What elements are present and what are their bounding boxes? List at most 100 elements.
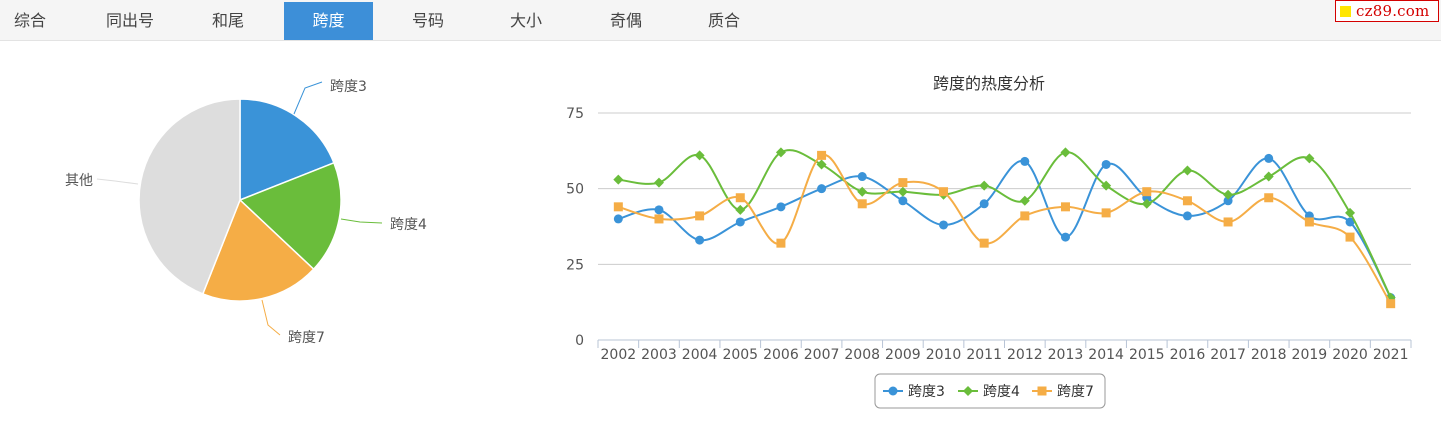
data-point[interactable] [654,214,664,224]
y-tick-label: 50 [566,182,584,198]
data-point[interactable] [653,177,664,188]
tab-sum-tail[interactable]: 和尾 [211,11,244,30]
data-point[interactable] [816,159,827,170]
x-tick-label: 2003 [641,347,677,363]
data-point[interactable] [1182,165,1193,176]
x-tick-label: 2002 [601,347,637,363]
data-point[interactable] [1101,180,1112,191]
data-point[interactable] [1182,211,1192,221]
x-tick-label: 2010 [926,347,962,363]
x-tick-label: 2017 [1210,347,1246,363]
data-point[interactable] [776,238,786,248]
series-2 [613,147,1396,303]
data-point[interactable] [898,178,908,188]
site-logo[interactable]: cz89.com [1335,0,1439,22]
data-point[interactable] [613,202,623,212]
data-point[interactable] [694,150,705,161]
data-point[interactable] [695,211,705,221]
data-point[interactable] [1060,232,1070,242]
tab-span[interactable]: 跨度 [284,2,373,40]
pie-slice[interactable] [239,98,335,202]
data-point[interactable] [735,204,746,215]
pie-label-connector [261,299,281,336]
data-point[interactable] [1020,211,1030,221]
data-point[interactable] [1345,232,1355,242]
chart-title: 跨度的热度分析 [933,74,1045,93]
data-point[interactable] [1345,207,1356,218]
data-point[interactable] [1223,217,1233,227]
series-line [618,154,1392,305]
data-point[interactable] [1264,193,1274,203]
legend-item[interactable]: 跨度7 [1032,384,1094,400]
data-point[interactable] [817,150,827,160]
data-point[interactable] [1386,299,1396,309]
data-point[interactable] [695,235,705,245]
x-tick-label: 2020 [1332,347,1368,363]
data-point[interactable] [897,186,908,197]
x-tick-label: 2006 [763,347,799,363]
x-tick-label: 2015 [1129,347,1165,363]
logo-square-icon [1340,5,1351,17]
tab-numbers[interactable]: 号码 [411,11,444,30]
data-point[interactable] [1223,189,1234,200]
data-point[interactable] [1101,159,1111,169]
data-point[interactable] [613,214,623,224]
data-point[interactable] [1020,156,1030,166]
x-tick-label: 2021 [1373,347,1409,363]
data-point[interactable] [939,220,949,230]
series-1 [613,153,1396,303]
x-tick-label: 2018 [1251,347,1287,363]
data-point[interactable] [1223,196,1233,206]
data-point[interactable] [857,186,868,197]
data-point[interactable] [1304,153,1315,164]
data-point[interactable] [1263,171,1274,182]
x-tick-label: 2012 [1007,347,1043,363]
data-point[interactable] [1060,202,1070,212]
data-point[interactable] [613,174,624,185]
legend-marker[interactable] [888,386,898,396]
data-point[interactable] [776,202,786,212]
data-point[interactable] [1182,196,1192,206]
data-point[interactable] [1019,195,1030,206]
legend-label: 跨度3 [908,384,945,400]
series-line [618,157,1392,299]
pie-slice[interactable] [238,161,342,271]
data-point[interactable] [1304,217,1314,227]
data-point[interactable] [898,196,908,206]
tab-prime-composite[interactable]: 质合 [707,11,740,30]
tab-same-numbers[interactable]: 同出号 [105,11,154,30]
pie-slice[interactable] [138,98,241,295]
data-point[interactable] [1101,208,1111,218]
data-point[interactable] [857,172,867,182]
series-line [618,149,1392,299]
data-point[interactable] [1142,187,1152,197]
data-point[interactable] [979,199,989,209]
pie-label-connector [340,218,383,224]
data-point[interactable] [857,199,867,209]
pie-chart: 跨度3 跨度4 跨度7 其他 [65,79,427,346]
pie-label-connector [96,178,139,185]
legend-marker[interactable] [1037,386,1047,396]
x-tick-label: 2005 [722,347,758,363]
legend-marker[interactable] [963,386,973,396]
data-point[interactable] [735,217,745,227]
tab-overview[interactable]: 综合 [13,11,46,30]
data-point[interactable] [979,238,989,248]
data-point[interactable] [1345,217,1355,227]
data-point[interactable] [654,205,664,215]
pie-slice-label: 跨度4 [390,217,427,233]
data-point[interactable] [979,180,990,191]
tab-odd-even[interactable]: 奇偶 [609,11,642,30]
data-point[interactable] [735,193,745,203]
y-tick-label: 75 [566,106,584,122]
data-point[interactable] [817,184,827,194]
data-point[interactable] [939,187,949,197]
data-point[interactable] [1060,147,1071,158]
data-point[interactable] [775,147,786,158]
legend-item[interactable]: 跨度3 [883,384,945,400]
data-point[interactable] [1264,153,1274,163]
tab-big-small[interactable]: 大小 [509,11,542,30]
legend-item[interactable]: 跨度4 [958,384,1020,400]
data-point[interactable] [1141,198,1152,209]
